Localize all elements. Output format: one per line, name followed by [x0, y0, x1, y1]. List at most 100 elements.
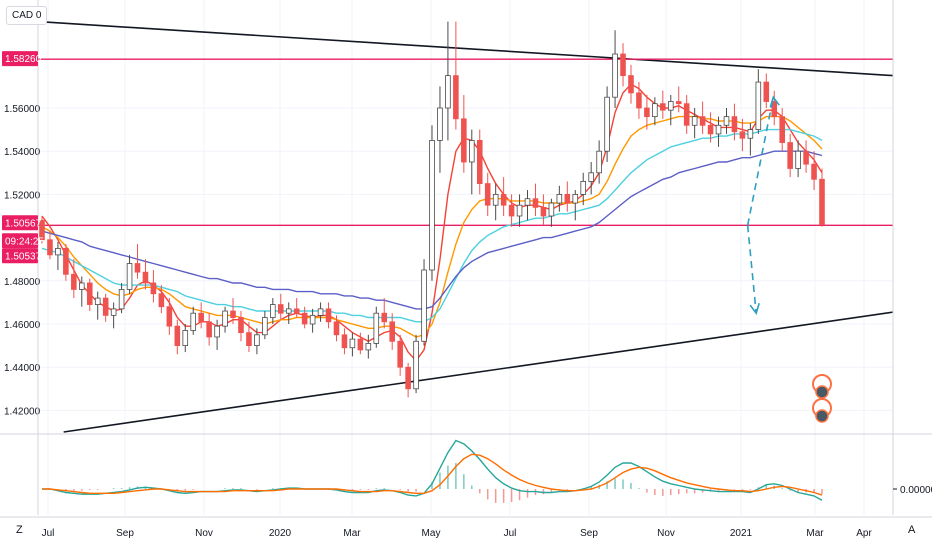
- y-tick-label: 1.54000: [4, 147, 41, 158]
- candle-body: [230, 310, 236, 318]
- candle-body: [715, 124, 722, 135]
- candle-body: [373, 312, 380, 344]
- candle-body: [540, 206, 547, 217]
- candle-body: [476, 139, 483, 184]
- candle-body: [79, 282, 85, 290]
- signal-line: [42, 453, 823, 496]
- candle-body: [94, 297, 101, 305]
- candle-body: [222, 310, 228, 327]
- event-badges: [812, 374, 832, 423]
- candle-body: [484, 183, 491, 206]
- candle-body: [683, 103, 690, 126]
- candle-body: [389, 321, 395, 342]
- candle-body: [102, 297, 109, 316]
- y-tick-label: 1.44000: [4, 363, 41, 374]
- candle-body: [381, 312, 388, 323]
- candle-body: [238, 317, 244, 334]
- moving-average-2: [41, 128, 823, 323]
- candle-body: [198, 312, 204, 323]
- candle-body: [71, 273, 77, 290]
- candle-body: [723, 116, 730, 126]
- candle-body: [118, 289, 125, 310]
- x-tick-label: Jul: [42, 528, 55, 539]
- candle-body: [747, 129, 754, 139]
- candle-body: [739, 131, 746, 139]
- candle-body: [333, 321, 340, 336]
- candle-body: [445, 75, 451, 109]
- event-badge-avatar: [815, 409, 829, 423]
- candles: [39, 21, 825, 398]
- y-tick-label: 1.48000: [4, 277, 41, 288]
- candle-body: [309, 314, 316, 325]
- candle-body: [580, 181, 587, 195]
- candle-body: [628, 75, 634, 94]
- candle-body: [437, 107, 443, 141]
- price-label-box: [2, 248, 38, 264]
- candle-body: [349, 338, 356, 349]
- candle-body: [285, 308, 292, 314]
- candle-body: [604, 96, 610, 152]
- candle-body: [325, 308, 332, 323]
- candle-body: [492, 193, 499, 206]
- price-label-text: 09:24:25: [5, 236, 44, 247]
- candle-body: [397, 340, 403, 368]
- candle-body: [190, 312, 197, 331]
- candle-body: [691, 116, 698, 126]
- candle-body: [556, 193, 563, 204]
- candle-body: [795, 150, 801, 169]
- candle-body: [63, 247, 69, 275]
- macd-panel: [42, 439, 823, 503]
- candle-body: [620, 53, 626, 77]
- y-tick-label: 1.46000: [4, 320, 41, 331]
- candle-body: [755, 81, 762, 131]
- candle-body: [652, 103, 658, 118]
- candle-body: [86, 282, 93, 305]
- x-tick-label: Apr: [856, 528, 872, 539]
- candle-body: [357, 338, 364, 351]
- currency-label: CAD: [12, 10, 34, 21]
- candle-body: [214, 325, 220, 338]
- x-tick-label: 2021: [730, 528, 753, 539]
- candle-body: [763, 81, 770, 102]
- candle-body: [47, 239, 53, 256]
- candle-body: [675, 101, 682, 105]
- candle-body: [803, 150, 809, 165]
- moving-average-3: [41, 150, 823, 310]
- candle-body: [262, 317, 268, 336]
- auto-scale-button[interactable]: A: [908, 524, 916, 536]
- candle-body: [365, 343, 372, 351]
- projection-up-head: [769, 95, 780, 108]
- zoom-button[interactable]: Z: [16, 524, 23, 536]
- y-tick-label: 1.52000: [4, 190, 41, 201]
- horizontal-lines: [38, 58, 893, 226]
- candle-body: [572, 193, 579, 204]
- trend-lines: [37, 20, 894, 433]
- projection-down-head: [749, 302, 760, 315]
- candle-body: [270, 304, 276, 318]
- projection-up: [746, 97, 775, 226]
- candle-body: [110, 308, 117, 316]
- candle-body: [126, 263, 133, 290]
- candle-body: [516, 204, 523, 217]
- candle-body: [500, 193, 507, 206]
- candle-body: [699, 116, 706, 126]
- x-tick-label: 2020: [269, 528, 292, 539]
- macd-line: [42, 439, 823, 501]
- candle-body: [508, 204, 515, 217]
- candle-body: [636, 92, 642, 109]
- candle-body: [612, 53, 618, 98]
- currency-button[interactable]: CAD 0: [6, 6, 48, 25]
- candle-body: [660, 103, 666, 111]
- candle-body: [341, 334, 348, 349]
- x-tick-label: Mar: [343, 528, 361, 539]
- candle-body: [317, 308, 324, 316]
- candle-body: [134, 263, 141, 273]
- macd-zero-label: 0.00000: [900, 485, 932, 496]
- candle-body: [707, 124, 714, 135]
- candle-body: [644, 107, 650, 118]
- candle-body: [564, 193, 571, 204]
- candle-body: [524, 198, 531, 206]
- candle-body: [421, 269, 427, 342]
- candle-body: [469, 139, 475, 163]
